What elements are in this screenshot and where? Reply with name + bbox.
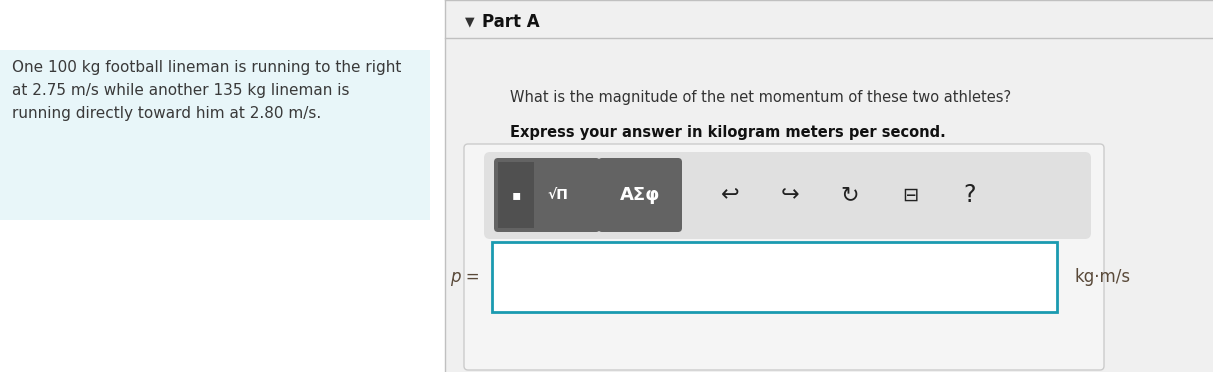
Bar: [445, 0, 1213, 372]
Bar: [499, 162, 534, 228]
Text: ⊟: ⊟: [901, 186, 918, 205]
FancyBboxPatch shape: [484, 152, 1090, 239]
Bar: [0, 50, 429, 220]
Text: √П: √П: [547, 188, 569, 202]
Text: One 100 kg football lineman is running to the right
at 2.75 m/s while another 13: One 100 kg football lineman is running t…: [12, 60, 402, 121]
FancyBboxPatch shape: [494, 158, 600, 232]
Text: ?: ?: [964, 183, 976, 208]
Text: Express your answer in kilogram meters per second.: Express your answer in kilogram meters p…: [509, 125, 946, 140]
Bar: [492, 242, 1057, 312]
FancyBboxPatch shape: [598, 158, 682, 232]
FancyBboxPatch shape: [465, 144, 1104, 370]
Text: ▪: ▪: [512, 188, 520, 202]
Text: ↩: ↩: [721, 186, 739, 205]
Text: Part A: Part A: [482, 13, 540, 31]
Text: ΑΣφ: ΑΣφ: [620, 186, 660, 204]
Text: What is the magnitude of the net momentum of these two athletes?: What is the magnitude of the net momentu…: [509, 90, 1012, 105]
Text: p =: p =: [450, 268, 480, 286]
Text: ↻: ↻: [841, 186, 859, 205]
Text: ↪: ↪: [781, 186, 799, 205]
Text: kg·m/s: kg·m/s: [1075, 268, 1132, 286]
Text: ▼: ▼: [465, 16, 474, 29]
